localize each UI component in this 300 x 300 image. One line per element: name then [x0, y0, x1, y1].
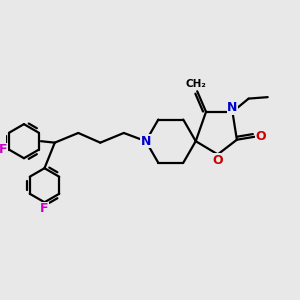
Text: N: N	[227, 101, 238, 114]
Text: F: F	[40, 202, 49, 215]
Text: N: N	[141, 135, 151, 148]
Text: F: F	[0, 143, 7, 156]
Text: O: O	[256, 130, 266, 143]
Text: O: O	[212, 154, 223, 167]
Text: CH₂: CH₂	[185, 79, 206, 89]
